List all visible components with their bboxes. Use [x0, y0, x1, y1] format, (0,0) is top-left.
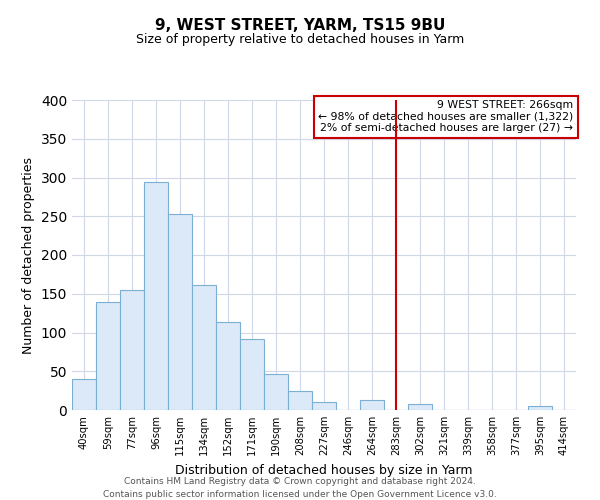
Bar: [96, 302, 120, 410]
Bar: [360, 400, 384, 410]
Text: 9 WEST STREET: 266sqm
← 98% of detached houses are smaller (1,322)
2% of semi-de: 9 WEST STREET: 266sqm ← 98% of detached …: [318, 100, 574, 133]
Bar: [192, 285, 216, 410]
Bar: [528, 406, 552, 410]
Bar: [72, 379, 96, 410]
Text: Size of property relative to detached houses in Yarm: Size of property relative to detached ho…: [136, 32, 464, 46]
Bar: [120, 290, 144, 410]
Bar: [312, 402, 336, 410]
Bar: [288, 390, 312, 410]
Bar: [168, 214, 192, 410]
Text: Contains HM Land Registry data © Crown copyright and database right 2024.: Contains HM Land Registry data © Crown c…: [124, 478, 476, 486]
Bar: [408, 404, 432, 410]
Bar: [264, 374, 288, 410]
Text: 9, WEST STREET, YARM, TS15 9BU: 9, WEST STREET, YARM, TS15 9BU: [155, 18, 445, 32]
Bar: [216, 322, 240, 410]
Text: Contains public sector information licensed under the Open Government Licence v3: Contains public sector information licen…: [103, 490, 497, 499]
Bar: [144, 182, 168, 410]
X-axis label: Distribution of detached houses by size in Yarm: Distribution of detached houses by size …: [175, 464, 473, 476]
Y-axis label: Number of detached properties: Number of detached properties: [22, 156, 35, 354]
Bar: [240, 338, 264, 410]
